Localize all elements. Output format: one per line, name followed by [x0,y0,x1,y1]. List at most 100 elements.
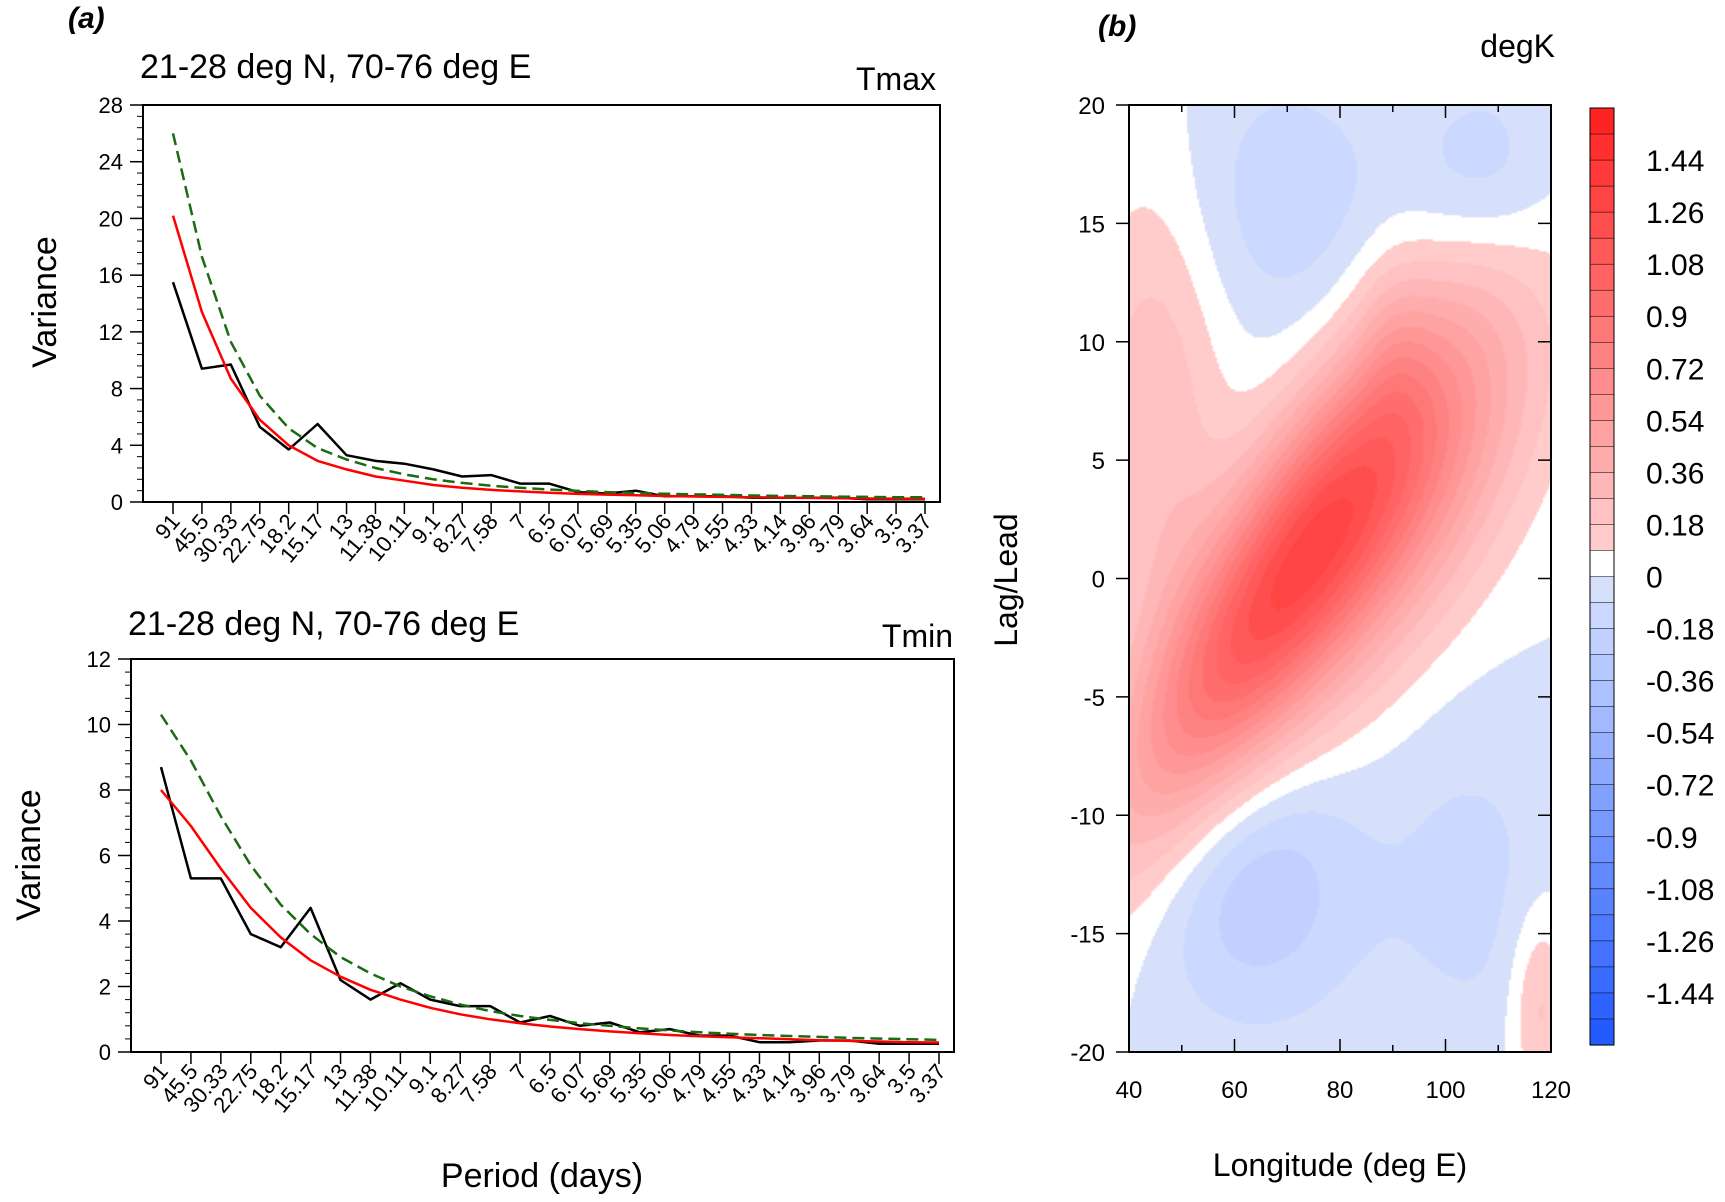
colorbar-tick-label: -1.26 [1646,926,1714,959]
tmax-series-red-noise [171,215,926,500]
tmin-y-tick-label: 10 [87,713,111,738]
tmin-series-red-noise [160,789,940,1044]
colorbar-swatch [1589,628,1615,656]
colorbar-tick-label: 0.9 [1646,301,1688,334]
anomaly-contour-field [1129,105,1551,1052]
colorbar: 1.44 1.26 1.08 0.9 0.72 0.54 0.36 0.18 0 -0.18 -0.… [1589,107,1714,1046]
lag-lead-axis-label: Lag/Lead [988,513,1024,646]
lag-tick-label: 15 [1078,211,1105,238]
tmin-y-axis-label: Variance [10,789,48,921]
colorbar-swatch [1589,732,1615,760]
tmin-y-tick-label: 8 [99,778,111,803]
lon-tick-label: 40 [1116,1077,1143,1104]
colorbar-swatch [1589,315,1615,343]
tmin-plot-frame [130,658,955,1053]
lon-tick-label: 60 [1221,1077,1248,1104]
colorbar-tick-label: 0.72 [1646,353,1704,386]
colorbar-swatch [1589,159,1615,187]
colorbar-swatch [1589,940,1615,968]
tmin-series-red-noise-95 [159,714,940,1042]
tmin-x-tick-label: 7.58 [455,1059,502,1108]
tmax-y-tick-label: 4 [111,433,123,458]
tmax-y-tick-label: 12 [99,320,123,345]
colorbar-swatch [1589,498,1615,525]
colorbar-swatch [1589,133,1615,161]
lag-tick-label: -5 [1084,685,1105,712]
tmax-variable-label: Tmax [856,61,936,97]
tmax-chart-title: 21-28 deg N, 70-76 deg E [140,48,531,86]
tmin-y-tick-label: 4 [99,909,111,934]
colorbar-tick-label: 0.36 [1646,457,1704,490]
tmax-y-tick-label: 8 [111,377,123,402]
tmax-series-lines [171,133,926,501]
colorbar-tick-label: 1.26 [1646,197,1704,230]
colorbar-tick-label: -0.36 [1646,666,1714,699]
tmin-y-tick-label: 0 [99,1040,111,1065]
colorbar-swatch [1589,550,1615,578]
tmax-chart: 21-28 deg N, 70-76 deg E Tmax Variance 0… [26,48,941,567]
tmin-y-tick-label: 2 [99,975,111,1000]
colorbar-tick-label: -0.18 [1646,614,1714,647]
colorbar-tick-label: -0.54 [1646,718,1714,751]
lag-tick-label: 10 [1078,330,1105,357]
colorbar-swatch [1589,1018,1615,1046]
tmax-y-tick-label: 28 [99,93,123,118]
colorbar-tick-label: -1.44 [1646,978,1714,1011]
longitude-axis-label: Longitude (deg E) [1213,1147,1467,1183]
tmax-plot-frame [142,104,941,503]
tmin-ticks: 0246810129145.530.3322.7518.215.171311.3… [87,647,951,1117]
panel-label-a: (a) [68,2,105,35]
colorbar-swatch [1589,211,1615,239]
colorbar-swatch [1589,654,1615,682]
tmin-chart-title: 21-28 deg N, 70-76 deg E [128,605,519,643]
colorbar-swatch [1589,888,1615,916]
colorbar-swatch [1589,185,1615,213]
lag-tick-label: 0 [1092,567,1105,594]
colorbar-swatch [1589,966,1615,994]
colorbar-swatch [1589,263,1615,291]
tmin-y-tick-label: 12 [87,647,111,672]
tmin-variable-label: Tmin [882,618,953,654]
colorbar-swatch [1589,107,1615,135]
colorbar-swatch [1589,758,1615,786]
colorbar-frame [1589,107,1615,1046]
tmax-series-observed [171,281,925,501]
lag-tick-label: -10 [1070,803,1105,830]
hovmoller-chart: degK 40 60 80 100 120 -20 -15 -10 -5 0 5 10 15 20 Lag… [988,28,1714,1183]
colorbar-swatch [1589,992,1615,1020]
tmin-x-tick-label: 3.37 [904,1059,951,1108]
colorbar-tick-label: 1.44 [1646,145,1704,178]
lon-tick-label: 80 [1327,1077,1354,1104]
colorbar-swatch [1589,680,1615,708]
tmin-chart: 21-28 deg N, 70-76 deg E Tmin Variance 0… [10,605,955,1195]
tmax-y-tick-label: 24 [99,150,123,175]
units-label: degK [1480,28,1555,64]
colorbar-tick-label: -1.08 [1646,874,1714,907]
lag-tick-label: -15 [1070,922,1105,949]
lag-tick-label: 5 [1092,448,1105,475]
tmax-y-tick-label: 20 [99,206,123,231]
colorbar-swatch [1589,862,1615,890]
tmax-y-axis-label: Variance [26,236,64,368]
period-x-axis-label: Period (days) [441,1157,643,1195]
colorbar-swatch [1589,394,1615,421]
tmax-series-red-noise-95 [171,133,926,499]
tmin-series-lines [159,714,940,1046]
colorbar-swatch [1589,446,1615,473]
colorbar-swatch [1589,706,1615,734]
colorbar-swatch [1589,368,1615,395]
lon-tick-label: 120 [1531,1077,1571,1104]
tmax-y-tick-label: 16 [99,263,123,288]
colorbar-tick-label: 0.54 [1646,405,1704,438]
colorbar-swatch [1589,784,1615,812]
colorbar-swatch [1589,420,1615,447]
lag-tick-label: -20 [1070,1040,1105,1067]
lag-tick-label: 20 [1078,93,1105,120]
colorbar-swatch [1589,836,1615,864]
colorbar-swatch [1589,576,1615,604]
tmax-y-tick-label: 0 [111,490,123,515]
colorbar-swatch [1589,914,1615,942]
colorbar-swatch [1589,289,1615,317]
colorbar-swatch [1589,602,1615,630]
